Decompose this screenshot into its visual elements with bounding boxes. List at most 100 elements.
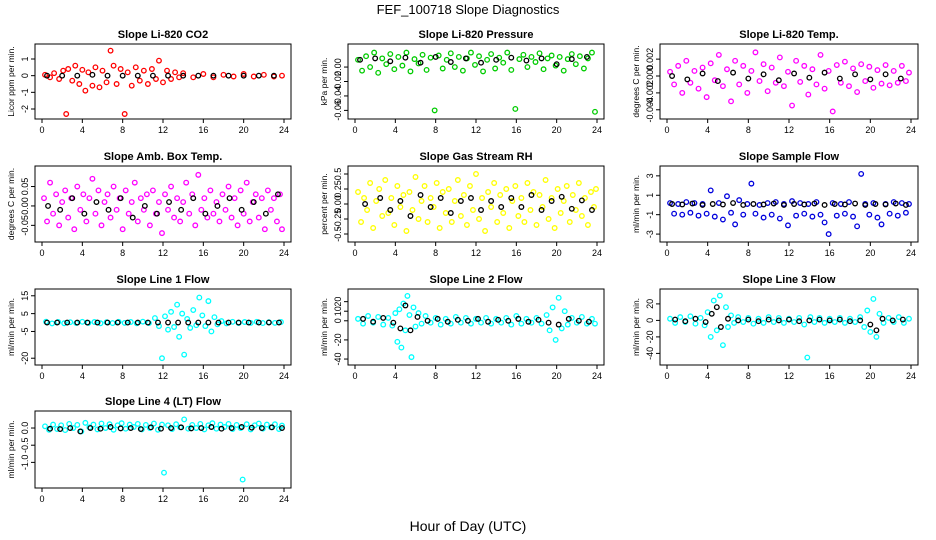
data-point — [867, 321, 874, 328]
data-point — [578, 213, 585, 219]
x-tick-label: 8 — [120, 494, 125, 504]
data-point — [110, 183, 117, 190]
data-point — [117, 195, 124, 202]
chart-panel: Slope Line 3 Flow 0 4 8 12 16 20 24 20 0 -20 -40 ml/… — [631, 274, 919, 381]
data-point — [159, 230, 165, 237]
data-point — [740, 319, 747, 325]
data-point — [551, 225, 558, 231]
plot-frame — [34, 288, 292, 366]
data-point — [59, 199, 66, 206]
data-point — [208, 328, 215, 335]
y-tick-label: -20 — [20, 352, 30, 365]
data-point — [250, 199, 257, 206]
data-point — [74, 421, 81, 428]
data-point — [885, 314, 892, 321]
data-point — [528, 53, 535, 60]
data-point — [821, 202, 828, 208]
data-point — [796, 318, 803, 325]
data-point — [906, 315, 912, 322]
plot-frame — [347, 288, 605, 366]
data-point — [589, 207, 595, 213]
data-point — [780, 202, 787, 208]
data-point — [565, 315, 572, 322]
data-point — [472, 61, 478, 68]
data-point — [506, 225, 513, 231]
data-point — [447, 50, 454, 57]
x-tick-label: 8 — [433, 371, 438, 381]
data-point — [791, 201, 798, 207]
data-point — [185, 425, 192, 432]
data-point — [225, 319, 232, 326]
data-point — [377, 195, 384, 201]
x-tick-label: 16 — [198, 494, 208, 504]
data-point — [847, 318, 853, 325]
data-point — [801, 201, 808, 208]
data-point — [493, 56, 500, 63]
data-point — [424, 219, 431, 225]
data-point — [711, 77, 718, 84]
data-point — [755, 318, 762, 325]
data-point — [82, 419, 89, 426]
data-point — [235, 319, 242, 326]
data-point — [744, 89, 751, 96]
data-point — [566, 219, 573, 225]
data-point — [424, 317, 431, 324]
data-point — [56, 222, 63, 229]
data-point — [821, 85, 828, 92]
data-point — [745, 316, 752, 323]
data-point — [104, 191, 111, 198]
x-tick-label: 8 — [746, 248, 751, 258]
y-axis-label: kPa per min. — [319, 58, 329, 106]
data-point — [560, 67, 567, 74]
data-point — [811, 200, 818, 207]
series-all — [42, 416, 285, 483]
panel-title: Slope Li-820 CO2 — [118, 29, 208, 41]
data-point — [578, 197, 585, 204]
data-point — [128, 82, 135, 89]
data-point — [165, 319, 171, 326]
data-point — [238, 206, 245, 213]
y-tick-label: 5 — [20, 311, 30, 316]
data-point — [708, 310, 715, 317]
data-point — [445, 186, 452, 192]
data-point — [457, 319, 464, 326]
data-point — [719, 83, 726, 90]
data-point — [372, 55, 379, 62]
data-point — [770, 319, 777, 325]
data-point — [54, 319, 61, 326]
x-tick-label: 24 — [279, 248, 289, 258]
data-point — [96, 84, 103, 91]
data-point — [895, 314, 902, 321]
data-point — [508, 195, 515, 201]
data-point — [488, 198, 495, 204]
data-point — [198, 425, 205, 431]
data-point — [699, 64, 706, 71]
data-point — [701, 322, 708, 329]
data-point — [277, 191, 283, 198]
data-point — [153, 210, 160, 217]
data-point — [196, 294, 203, 301]
y-tick-label: -40 — [645, 347, 655, 360]
data-point — [168, 425, 175, 431]
x-tick-label: 4 — [393, 371, 398, 381]
data-point — [134, 420, 141, 427]
y-tick-label: 0.000 — [645, 65, 655, 88]
x-tick-label: 0 — [39, 248, 44, 258]
y-tick-label: 1 — [645, 193, 655, 198]
data-point — [383, 61, 390, 68]
data-point — [77, 206, 84, 213]
data-point — [161, 469, 167, 476]
data-point — [403, 228, 410, 234]
data-point — [192, 222, 199, 229]
data-point — [202, 210, 209, 217]
data-point — [437, 195, 444, 201]
y-axis-label: degrees C per min. — [631, 45, 641, 117]
data-point — [76, 81, 83, 87]
data-point — [406, 189, 413, 195]
data-point — [552, 336, 559, 343]
data-point — [174, 195, 181, 202]
data-point — [858, 170, 865, 177]
data-point — [793, 212, 800, 219]
data-point — [166, 199, 172, 206]
data-point — [785, 222, 791, 229]
